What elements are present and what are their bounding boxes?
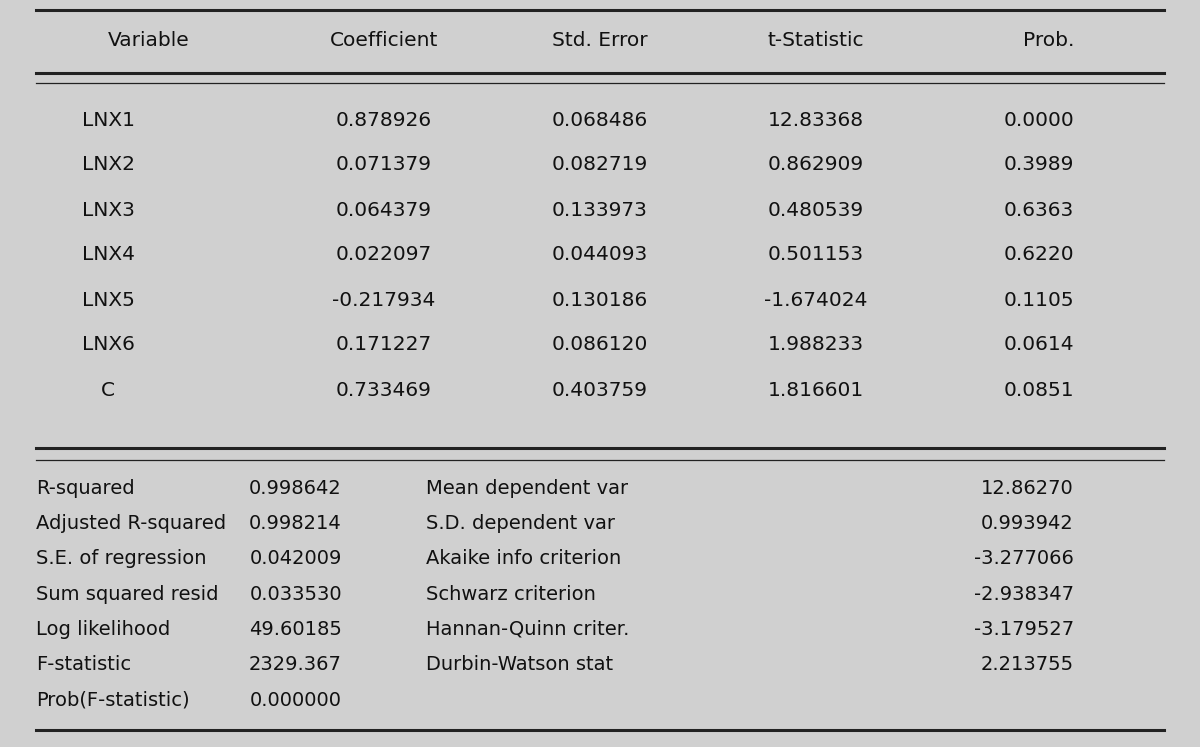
Text: LNX6: LNX6 (82, 335, 134, 355)
Text: LNX2: LNX2 (82, 155, 134, 175)
Text: Akaike info criterion: Akaike info criterion (426, 549, 622, 568)
Text: 0.998642: 0.998642 (250, 479, 342, 498)
Text: Coefficient: Coefficient (330, 31, 438, 49)
Text: 0.0000: 0.0000 (1003, 111, 1074, 129)
Text: 0.022097: 0.022097 (336, 246, 432, 264)
Text: 0.878926: 0.878926 (336, 111, 432, 129)
Text: 0.082719: 0.082719 (552, 155, 648, 175)
Text: 0.133973: 0.133973 (552, 200, 648, 220)
Text: 0.403759: 0.403759 (552, 380, 648, 400)
Text: LNX3: LNX3 (82, 200, 134, 220)
Text: -0.217934: -0.217934 (332, 291, 436, 309)
Text: C: C (101, 380, 115, 400)
Text: Mean dependent var: Mean dependent var (426, 479, 628, 498)
Text: S.E. of regression: S.E. of regression (36, 549, 206, 568)
Text: Sum squared resid: Sum squared resid (36, 584, 218, 604)
Text: -3.179527: -3.179527 (974, 620, 1074, 639)
Text: 0.086120: 0.086120 (552, 335, 648, 355)
Text: Prob.: Prob. (1022, 31, 1074, 49)
Text: 2329.367: 2329.367 (250, 655, 342, 674)
Text: 0.480539: 0.480539 (768, 200, 864, 220)
Text: 1.988233: 1.988233 (768, 335, 864, 355)
Text: 0.501153: 0.501153 (768, 246, 864, 264)
Text: -2.938347: -2.938347 (974, 584, 1074, 604)
Text: 0.068486: 0.068486 (552, 111, 648, 129)
Text: 0.171227: 0.171227 (336, 335, 432, 355)
Text: Hannan-Quinn criter.: Hannan-Quinn criter. (426, 620, 629, 639)
Text: R-squared: R-squared (36, 479, 134, 498)
Text: 0.064379: 0.064379 (336, 200, 432, 220)
Text: F-statistic: F-statistic (36, 655, 131, 674)
Text: LNX1: LNX1 (82, 111, 134, 129)
Text: t-Statistic: t-Statistic (768, 31, 864, 49)
Text: 0.998214: 0.998214 (250, 514, 342, 533)
Text: Variable: Variable (108, 31, 190, 49)
Text: 0.044093: 0.044093 (552, 246, 648, 264)
Text: Schwarz criterion: Schwarz criterion (426, 584, 596, 604)
Text: 0.033530: 0.033530 (250, 584, 342, 604)
Text: 0.1105: 0.1105 (1003, 291, 1074, 309)
Text: 0.6220: 0.6220 (1003, 246, 1074, 264)
Text: -3.277066: -3.277066 (974, 549, 1074, 568)
Text: 1.816601: 1.816601 (768, 380, 864, 400)
Text: -1.674024: -1.674024 (764, 291, 868, 309)
Text: 12.83368: 12.83368 (768, 111, 864, 129)
Text: Prob(F-statistic): Prob(F-statistic) (36, 690, 190, 710)
Text: 2.213755: 2.213755 (980, 655, 1074, 674)
Text: Log likelihood: Log likelihood (36, 620, 170, 639)
Text: 0.0851: 0.0851 (1003, 380, 1074, 400)
Text: 0.000000: 0.000000 (250, 690, 342, 710)
Text: LNX5: LNX5 (82, 291, 134, 309)
Text: 0.042009: 0.042009 (250, 549, 342, 568)
Text: 0.0614: 0.0614 (1003, 335, 1074, 355)
Text: S.D. dependent var: S.D. dependent var (426, 514, 616, 533)
Text: 49.60185: 49.60185 (250, 620, 342, 639)
Text: 0.993942: 0.993942 (982, 514, 1074, 533)
Text: 12.86270: 12.86270 (982, 479, 1074, 498)
Text: 0.130186: 0.130186 (552, 291, 648, 309)
Text: Durbin-Watson stat: Durbin-Watson stat (426, 655, 613, 674)
Text: Std. Error: Std. Error (552, 31, 648, 49)
Text: 0.071379: 0.071379 (336, 155, 432, 175)
Text: LNX4: LNX4 (82, 246, 134, 264)
Text: 0.3989: 0.3989 (1003, 155, 1074, 175)
Text: 0.733469: 0.733469 (336, 380, 432, 400)
Text: Adjusted R-squared: Adjusted R-squared (36, 514, 226, 533)
Text: 0.6363: 0.6363 (1003, 200, 1074, 220)
Text: 0.862909: 0.862909 (768, 155, 864, 175)
